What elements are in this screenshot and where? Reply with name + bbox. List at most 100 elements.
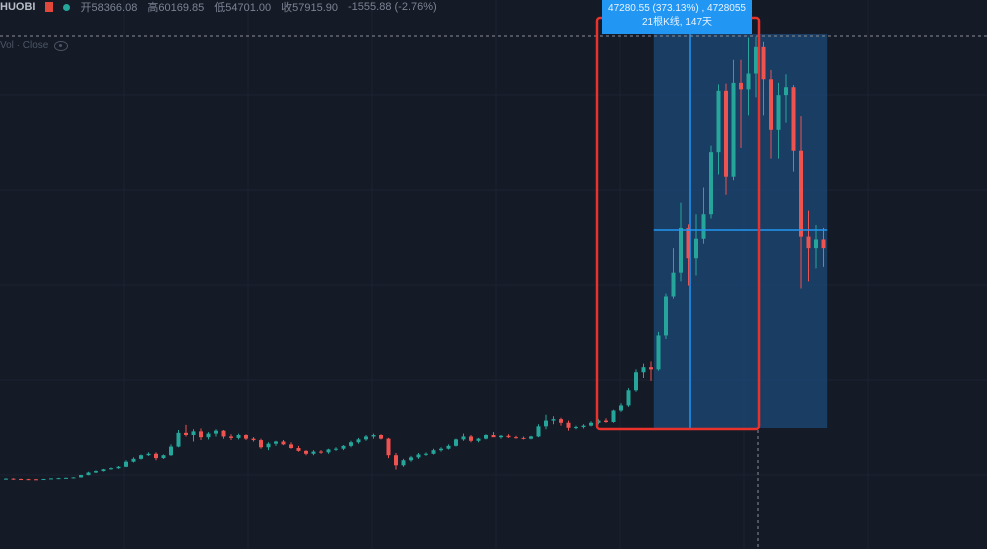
candle-body[interactable] [371,435,376,437]
candle-body[interactable] [394,455,398,466]
candle-body[interactable] [626,390,631,406]
candle-body[interactable] [34,479,38,481]
candle-body[interactable] [364,436,368,440]
candle-body[interactable] [694,238,698,259]
candle-body[interactable] [409,457,413,461]
candle-body[interactable] [416,454,421,458]
candle-body[interactable] [716,90,721,153]
candle-body[interactable] [304,450,308,454]
candle-body[interactable] [86,472,91,476]
candle-body[interactable] [634,372,638,391]
candle-body[interactable] [589,422,593,426]
candle-body[interactable] [671,272,676,297]
candle-body[interactable] [281,441,286,445]
candle-body[interactable] [821,239,826,249]
candle-body[interactable] [379,435,383,439]
candle-body[interactable] [146,453,151,456]
candle-body[interactable] [746,73,751,90]
candle-body[interactable] [319,451,323,453]
candle-body[interactable] [611,410,616,423]
candle-body[interactable] [754,46,758,74]
candle-body[interactable] [446,445,451,449]
candle-body[interactable] [94,471,98,473]
candle-body[interactable] [791,87,796,151]
candle-body[interactable] [619,405,623,411]
candle-body[interactable] [341,445,346,449]
candle-body[interactable] [236,435,241,438]
candle-body[interactable] [349,442,353,446]
candle-body[interactable] [431,450,436,454]
candle-body[interactable] [259,440,263,448]
candle-body[interactable] [574,427,578,429]
candle-body[interactable] [776,95,781,130]
candle-body[interactable] [139,455,143,459]
candle-body[interactable] [514,437,518,439]
candle-body[interactable] [289,444,293,448]
candle-body[interactable] [101,469,106,472]
candle-body[interactable] [769,79,773,130]
candle-body[interactable] [529,436,533,439]
candle-body[interactable] [604,420,608,423]
candle-body[interactable] [311,451,316,454]
candle-body[interactable] [221,430,226,437]
candle-body[interactable] [266,443,271,448]
candle-body[interactable] [686,227,691,259]
candle-body[interactable] [214,430,218,434]
candle-body[interactable] [506,435,511,438]
candle-body[interactable] [56,478,61,480]
candle-body[interactable] [274,441,278,444]
candle-body[interactable] [79,475,83,478]
candle-body[interactable] [566,422,571,428]
candle-body[interactable] [401,460,406,466]
candle-body[interactable] [461,436,466,440]
candle-body[interactable] [161,455,166,459]
symbol-name[interactable]: HUOBI [0,1,36,13]
candle-body[interactable] [641,367,646,373]
candle-body[interactable] [784,87,788,96]
candle-body[interactable] [649,367,653,370]
candle-body[interactable] [799,150,803,237]
candle-body[interactable] [109,468,113,470]
candle-body[interactable] [184,432,188,436]
candle-body[interactable] [116,466,121,469]
candle-body[interactable] [454,439,458,446]
candle-body[interactable] [476,438,481,441]
candle-body[interactable] [26,479,31,481]
candle-body[interactable] [131,458,136,462]
candle-body[interactable] [679,227,683,273]
candle-body[interactable] [664,296,668,336]
indicator-legend[interactable]: Vol · Close [0,40,69,51]
candle-body[interactable] [386,438,391,456]
candle-body[interactable] [596,420,601,423]
candle-body[interactable] [544,420,548,427]
candle-body[interactable] [124,461,128,467]
candle-body[interactable] [484,435,488,439]
candle-body[interactable] [439,448,443,451]
candle-body[interactable] [709,152,713,215]
candle-body[interactable] [71,477,76,479]
candle-body[interactable] [491,435,496,438]
candle-body[interactable] [11,478,16,480]
candle-body[interactable] [229,436,233,438]
candle-body[interactable] [49,478,53,480]
eye-icon[interactable] [54,40,69,51]
candle-body[interactable] [199,431,203,438]
candle-body[interactable] [551,419,556,421]
candle-body[interactable] [326,449,331,453]
candle-body[interactable] [4,478,8,480]
candle-body[interactable] [724,90,728,177]
candle-body[interactable] [244,435,248,439]
candle-body[interactable] [64,477,68,479]
candle-body[interactable] [521,437,526,439]
candle-body[interactable] [191,431,196,436]
candle-body[interactable] [334,448,338,450]
candle-body[interactable] [761,46,766,80]
candle-body[interactable] [41,479,46,481]
candle-body[interactable] [739,82,743,90]
candle-body[interactable] [581,425,586,428]
candle-body[interactable] [656,335,661,370]
candle-body[interactable] [176,432,181,447]
candle-body[interactable] [424,453,428,455]
candle-body[interactable] [19,479,23,481]
